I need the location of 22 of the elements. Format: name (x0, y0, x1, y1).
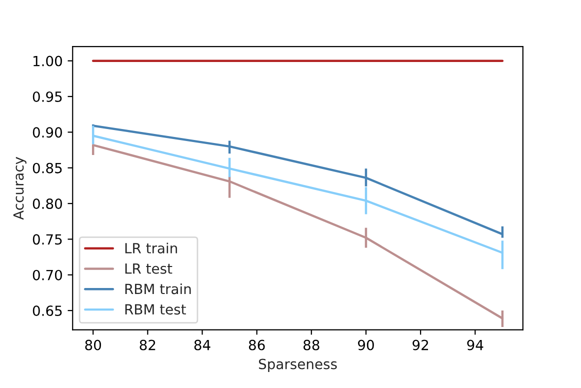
x-tick-label: 86 (248, 340, 265, 350)
y-tick-label: 1.00 (34, 56, 62, 66)
legend-label: LR train (125, 242, 177, 254)
y-tick-label: 0.80 (32, 198, 62, 209)
y-axis-title: Accuracy (13, 156, 26, 220)
y-tick-label: 0.70 (32, 270, 62, 280)
x-axis-title: Sparseness (258, 358, 337, 372)
x-tick-label: 94 (467, 340, 484, 350)
y-tick-label: 0.65 (32, 306, 62, 316)
x-tick-label: 88 (304, 340, 320, 350)
x-tick-label: 80 (85, 340, 102, 350)
y-tick-label: 0.95 (32, 91, 62, 102)
legend-label: RBM train (125, 283, 191, 294)
x-tick-label: 82 (140, 340, 156, 350)
legend-label: LR test (125, 264, 172, 274)
y-tick-label: 0.75 (32, 234, 62, 245)
legend-label: RBM test (125, 304, 186, 315)
x-tick-label: 92 (412, 340, 428, 350)
y-tick-label: 0.85 (32, 162, 62, 174)
x-tick-label: 90 (358, 340, 374, 350)
y-tick-label: 0.90 (32, 127, 62, 138)
x-tick-label: 84 (194, 340, 210, 350)
